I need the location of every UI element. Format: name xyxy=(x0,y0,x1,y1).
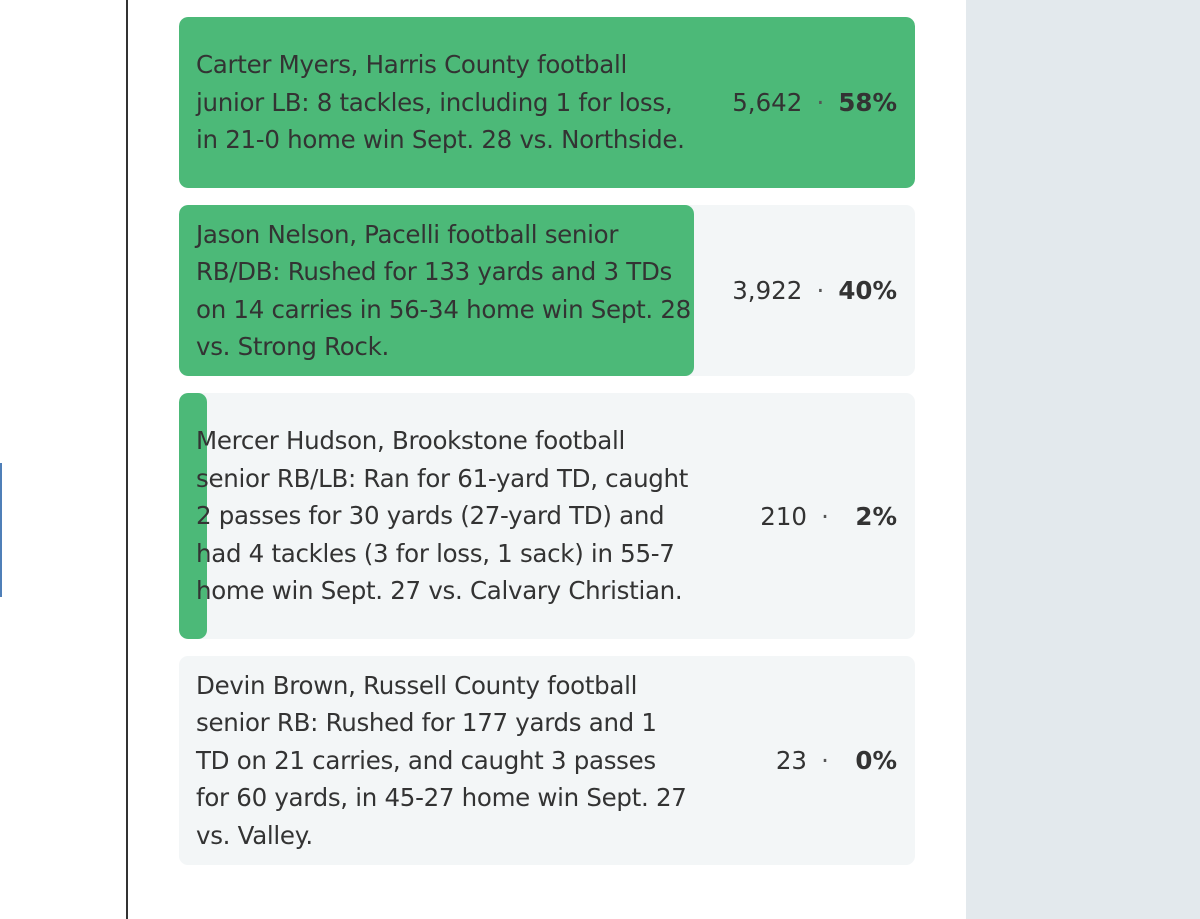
stat-separator: · xyxy=(821,501,829,531)
option-text: Jason Nelson, Pacelli football senior RB… xyxy=(196,219,691,362)
vote-share-bar xyxy=(179,393,207,639)
poll-results: Carter Myers, Harris County football jun… xyxy=(179,17,915,882)
vote-percent: 2% xyxy=(855,501,897,531)
vote-percent: 58% xyxy=(838,88,897,117)
option-stats: 3,922 · 40% xyxy=(732,276,915,305)
vote-percent: 0% xyxy=(855,746,897,775)
stat-separator: · xyxy=(816,88,825,117)
option-stats: 23 · 0% xyxy=(776,746,915,775)
content-divider xyxy=(126,0,128,919)
poll-option[interactable]: Carter Myers, Harris County football jun… xyxy=(179,17,915,188)
option-text: Mercer Hudson, Brookstone football senio… xyxy=(196,426,689,606)
stat-separator: · xyxy=(816,276,825,305)
poll-option[interactable]: Jason Nelson, Pacelli football senior RB… xyxy=(179,205,915,376)
stat-separator: · xyxy=(821,746,829,775)
side-panel xyxy=(966,0,1200,919)
option-stats: 5,642 · 58% xyxy=(732,88,915,117)
vote-count: 5,642 xyxy=(732,88,803,117)
option-text: Carter Myers, Harris County football jun… xyxy=(196,50,685,155)
left-edge-marker xyxy=(0,463,2,597)
poll-option[interactable]: Devin Brown, Russell County football sen… xyxy=(179,656,915,865)
vote-share-bar xyxy=(179,17,915,188)
vote-percent: 40% xyxy=(838,276,897,305)
vote-count: 3,922 xyxy=(732,276,803,305)
vote-count: 210 xyxy=(760,501,807,531)
option-stats: 210 · 2% xyxy=(760,502,915,531)
poll-option[interactable]: Mercer Hudson, Brookstone football senio… xyxy=(179,393,915,639)
vote-share-bar xyxy=(179,205,694,376)
vote-count: 23 xyxy=(775,746,807,775)
option-text: Devin Brown, Russell County football sen… xyxy=(196,670,687,850)
